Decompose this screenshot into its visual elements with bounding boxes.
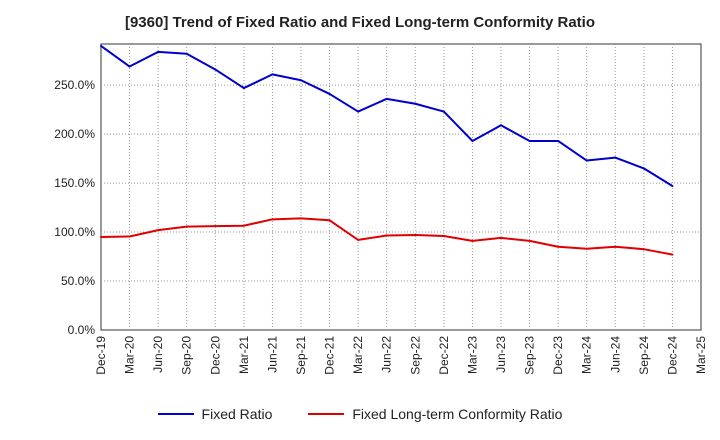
y-tick-label: 200.0%: [54, 127, 95, 141]
data-point-1: [128, 235, 131, 238]
data-point-0: [442, 110, 445, 113]
data-point-0: [385, 97, 388, 100]
x-tick-label: Jun-21: [265, 336, 279, 373]
x-tick-label: Jun-23: [494, 336, 508, 373]
data-point-1: [642, 248, 645, 251]
x-tick-label: Mar-21: [237, 336, 251, 374]
legend-label-fixed-ratio: Fixed Ratio: [201, 406, 273, 422]
data-point-0: [300, 79, 302, 82]
x-tick-label: Dec-23: [551, 336, 565, 375]
data-point-1: [414, 233, 417, 236]
data-point-0: [414, 102, 417, 105]
data-point-0: [642, 167, 645, 170]
x-tick-label: Sep-21: [294, 336, 308, 375]
data-point-1: [157, 229, 160, 232]
x-tick-label: Dec-20: [208, 336, 222, 375]
data-point-0: [614, 156, 617, 159]
data-point-1: [357, 238, 360, 241]
x-tick-label: Dec-19: [94, 336, 108, 375]
y-tick-label: 0.0%: [68, 323, 96, 337]
x-tick-label: Sep-20: [180, 336, 194, 375]
x-tick-label: Mar-20: [123, 336, 137, 374]
data-point-1: [328, 219, 331, 222]
data-point-1: [500, 236, 502, 239]
x-tick-label: Jun-24: [608, 336, 622, 373]
data-point-0: [271, 73, 274, 76]
data-point-1: [385, 234, 388, 237]
x-tick-label: Dec-21: [323, 336, 337, 375]
legend-item-fixed-ratio: Fixed Ratio: [157, 406, 273, 422]
data-point-1: [585, 247, 588, 250]
x-tick-label: Jun-20: [151, 336, 165, 373]
x-tick-label: Sep-22: [408, 336, 422, 375]
y-tick-label: 250.0%: [54, 78, 95, 92]
data-point-1: [614, 245, 617, 248]
data-point-0: [185, 52, 188, 55]
y-tick-label: 150.0%: [54, 176, 95, 190]
data-point-1: [300, 217, 302, 220]
x-tick-label: Mar-24: [580, 336, 594, 374]
legend-item-conformity-ratio: Fixed Long-term Conformity Ratio: [308, 406, 562, 422]
x-tick-label: Dec-22: [437, 336, 451, 375]
data-point-0: [671, 185, 674, 188]
data-point-0: [128, 65, 131, 68]
y-tick-label: 100.0%: [54, 225, 95, 239]
data-point-0: [500, 124, 502, 127]
x-tick-label: Jun-22: [380, 336, 394, 373]
y-tick-label: 50.0%: [61, 274, 95, 288]
data-point-0: [100, 44, 102, 47]
data-point-0: [214, 68, 217, 71]
data-point-0: [328, 92, 331, 95]
line-chart: Dec-19 Mar-20 Jun-20 Sep-20 Dec-20 Mar-21 Jun-…: [54, 43, 708, 375]
x-tick-label: Mar-23: [465, 336, 479, 374]
data-point-1: [185, 225, 188, 228]
data-point-0: [557, 139, 560, 142]
legend: Fixed Ratio Fixed Long-term Conformity R…: [0, 406, 720, 422]
data-point-0: [585, 159, 588, 162]
data-point-1: [271, 218, 274, 221]
x-tick-label: Sep-24: [637, 336, 651, 375]
data-point-1: [528, 239, 531, 242]
data-point-1: [442, 234, 445, 237]
x-tick-label: Mar-25: [694, 336, 708, 374]
data-point-1: [671, 253, 674, 256]
x-tick-label: Sep-23: [523, 336, 537, 375]
data-point-1: [471, 239, 474, 242]
x-tick-label: Dec-24: [665, 336, 679, 375]
legend-label-conformity-ratio: Fixed Long-term Conformity Ratio: [352, 406, 563, 422]
x-tick-label: Mar-22: [351, 336, 365, 374]
data-point-1: [100, 235, 102, 238]
data-point-0: [157, 50, 160, 53]
data-point-1: [242, 224, 245, 227]
data-point-1: [557, 245, 560, 248]
data-point-1: [214, 225, 217, 228]
data-point-0: [528, 139, 531, 142]
legend-swatch-conformity-ratio: [308, 413, 345, 415]
plot-area: [100, 43, 702, 331]
legend-swatch-fixed-ratio: [157, 413, 194, 415]
data-point-0: [471, 139, 474, 142]
chart-title: [9360] Trend of Fixed Ratio and Fixed Lo…: [124, 14, 596, 31]
data-point-0: [357, 110, 360, 113]
data-point-0: [242, 87, 245, 90]
